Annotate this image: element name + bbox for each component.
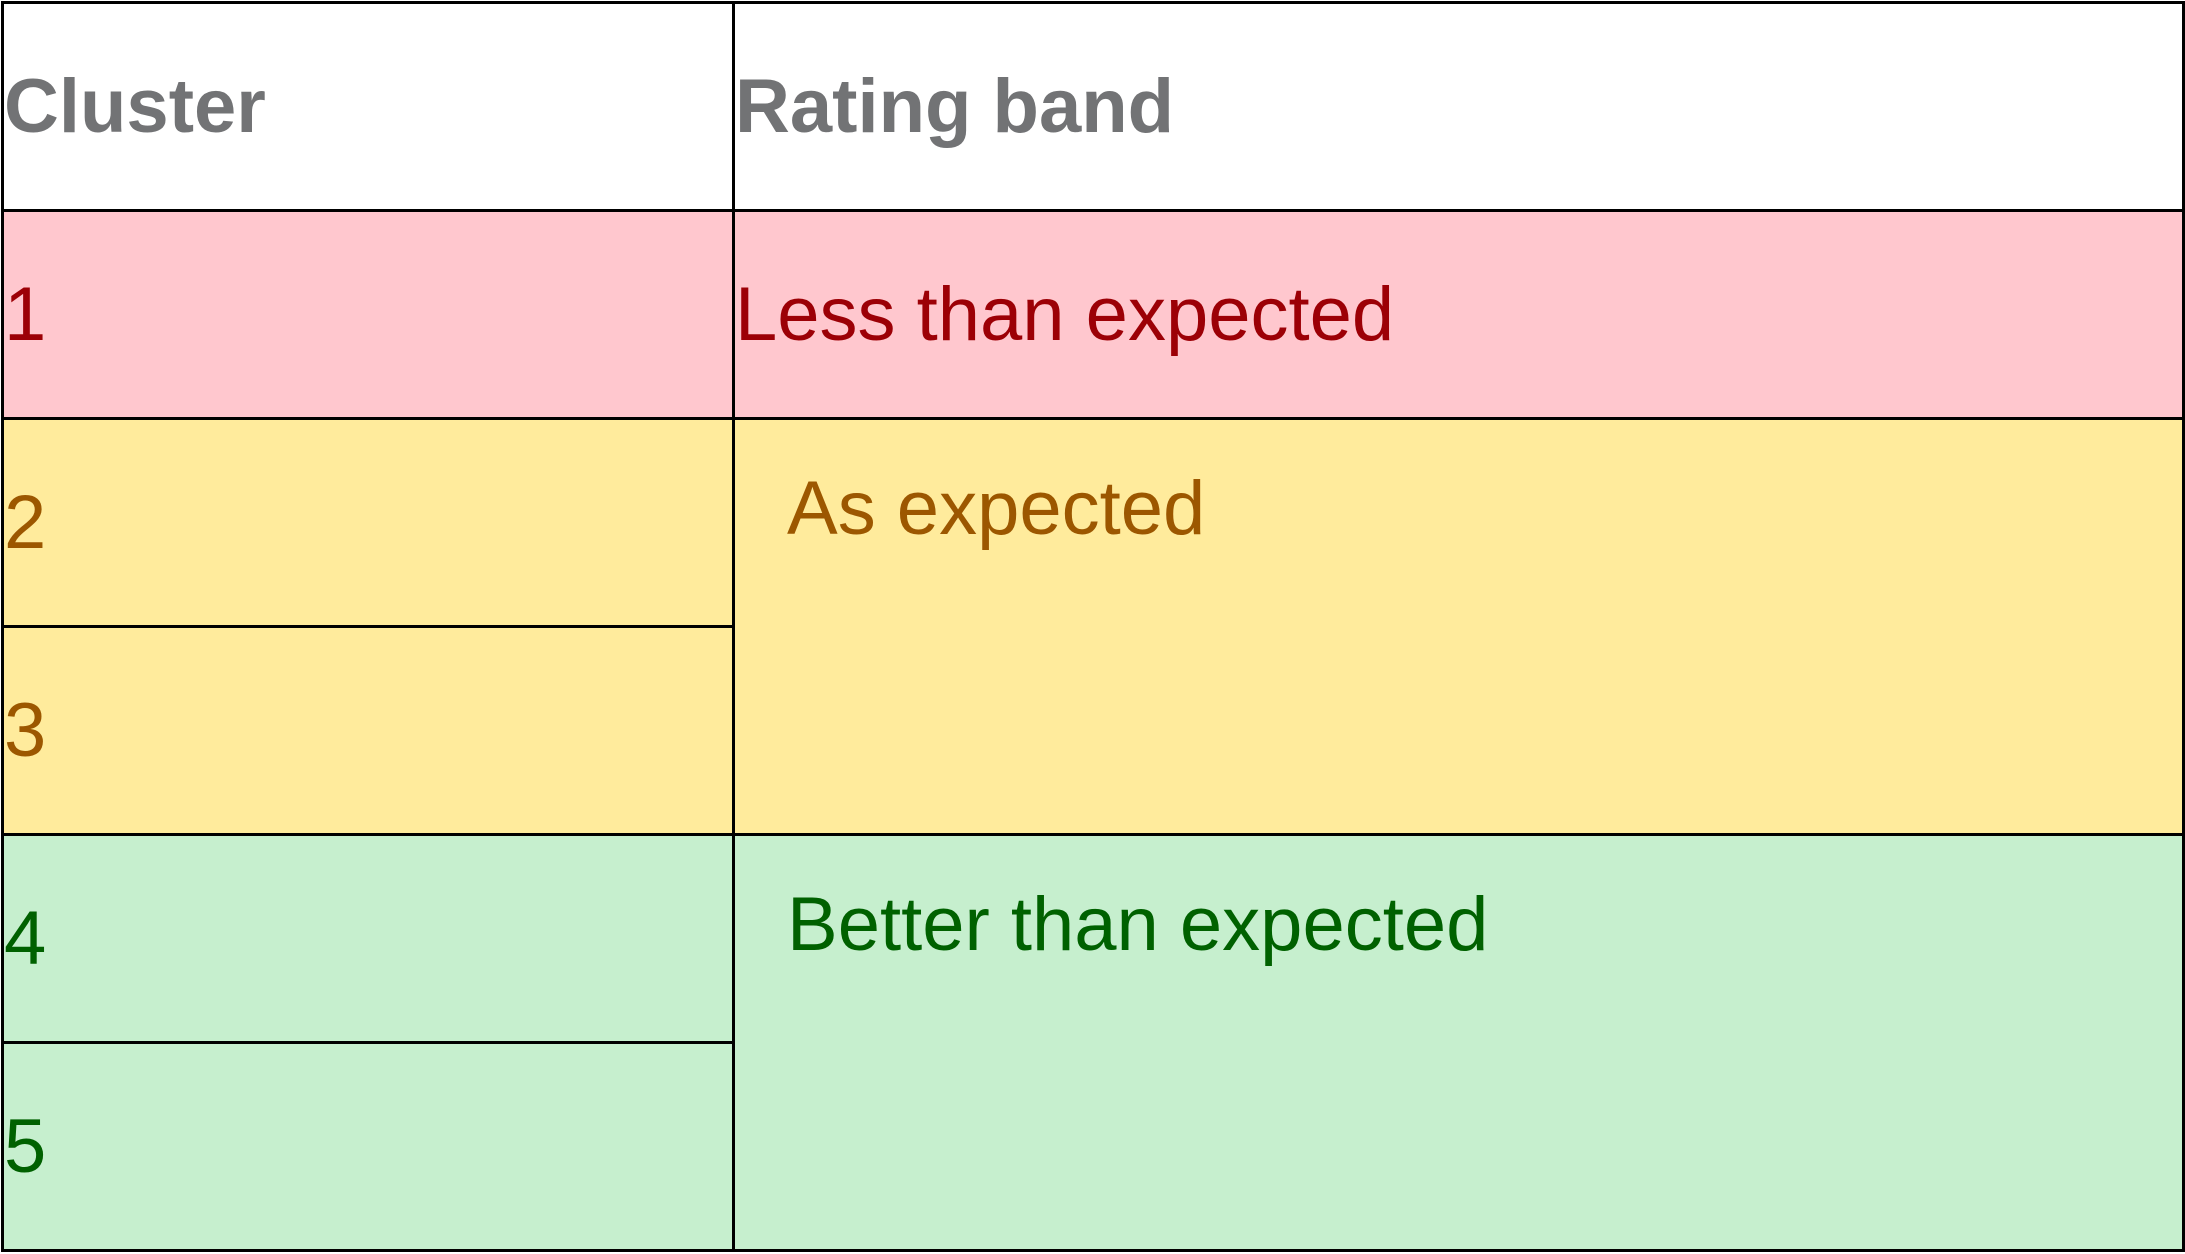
rating-band-label: Better than expected [787,882,1489,967]
cluster-cell: 5 [1,1041,735,1252]
cluster-cell: 4 [1,833,735,1044]
rating-band-column-header: Rating band [732,1,2185,212]
table-row: 5 [1,1041,2184,1252]
rating-band-label: As expected [787,466,1206,551]
table-row: 2 As expected [1,417,2185,836]
table-row: 1 Less than expected [1,209,2185,420]
cluster-cell: 2 [1,417,735,628]
header-row: Cluster Rating band [1,1,2185,212]
rating-band-cell-as-expected: As expected [732,417,2185,836]
cluster-cell: 3 [1,625,735,836]
rating-band-cell-less-than-expected: Less than expected [732,209,2185,420]
rating-band-cell-better-than-expected: Better than expected [732,833,2185,1252]
table-row: 4 Better than expected [1,833,2185,1252]
cluster-column-header: Cluster [1,1,735,212]
table-row: 3 [1,625,2184,836]
cluster-cell: 1 [1,209,735,420]
